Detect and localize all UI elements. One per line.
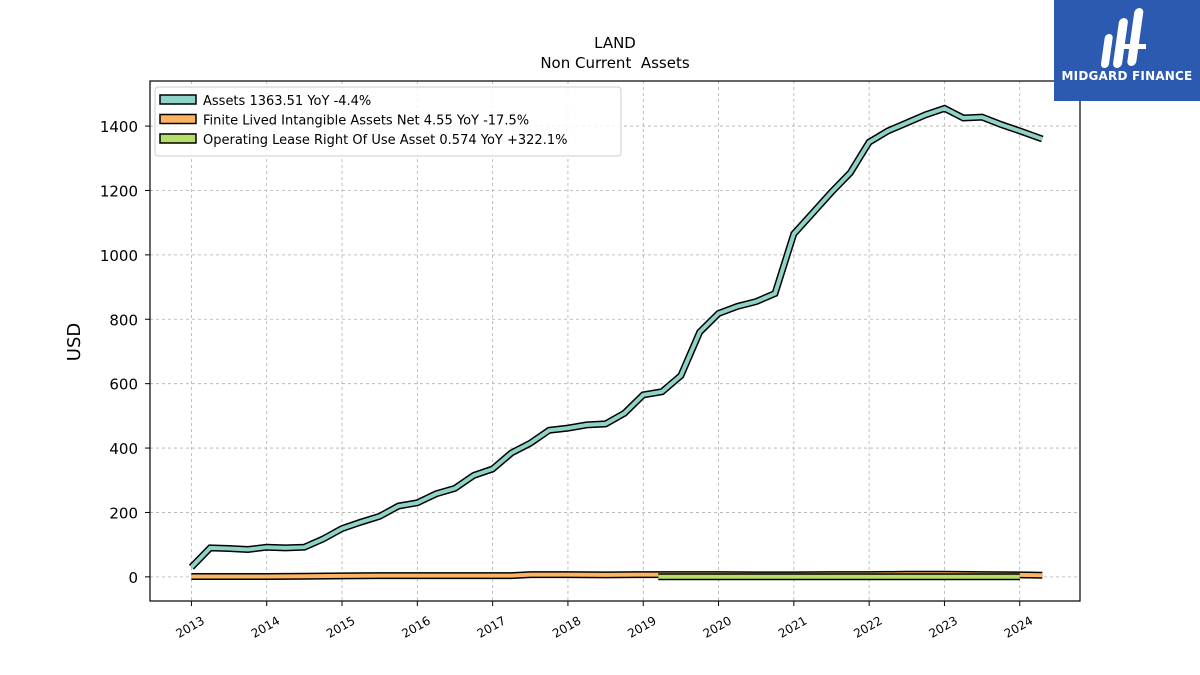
x-tick-label: 2014 xyxy=(249,613,282,640)
plot-frame xyxy=(149,80,1081,602)
midgard-logo: MIDGARD FINANCE xyxy=(1054,0,1200,101)
y-tick-label: 1200 xyxy=(100,182,138,200)
legend-swatch xyxy=(159,113,197,125)
x-tick-label: 2013 xyxy=(173,613,206,640)
x-tick-label: 2024 xyxy=(1002,613,1035,640)
legend-label: Assets 1363.51 YoY -4.4% xyxy=(203,94,371,109)
x-tick-label: 2023 xyxy=(926,613,959,640)
x-tick-label: 2020 xyxy=(701,613,734,640)
x-tick-label: 2021 xyxy=(776,613,809,640)
y-tick-label: 200 xyxy=(109,504,138,522)
x-tick-label: 2018 xyxy=(550,613,583,640)
legend-box xyxy=(154,86,622,157)
y-tick-label: 400 xyxy=(109,440,138,458)
series-outline-0 xyxy=(188,104,1044,570)
x-tick-label: 2015 xyxy=(324,613,357,640)
legend-label: Operating Lease Right Of Use Asset 0.574… xyxy=(203,133,567,148)
legend-swatch xyxy=(159,94,197,105)
x-tick-label: 2022 xyxy=(851,613,884,640)
y-axis-label: USD xyxy=(64,323,85,361)
x-tick-label: 2016 xyxy=(399,613,432,640)
x-tick-label: 2017 xyxy=(475,613,508,640)
y-tick-label: 600 xyxy=(109,376,138,394)
legend-swatch xyxy=(159,133,197,144)
grid xyxy=(150,81,1080,601)
legend-label: Finite Lived Intangible Assets Net 4.55 … xyxy=(203,114,529,129)
logo-text: MIDGARD FINANCE xyxy=(1061,69,1193,83)
x-axis: 2013 2014 2015 2016 2017 2018 2019 2020 2021 2022… xyxy=(173,601,1035,641)
midgard-logo-icon xyxy=(1100,8,1146,68)
y-axis: 0 200 400 600 800 1000 1200 1400 xyxy=(100,118,150,587)
y-tick-label: 0 xyxy=(128,569,138,587)
legend: Assets 1363.51 YoY -4.4% Finite Lived Int… xyxy=(154,86,622,157)
y-tick-label: 1400 xyxy=(100,118,138,136)
x-tick-label: 2019 xyxy=(625,613,658,640)
chart-subtitle: Non Current Assets xyxy=(540,54,690,72)
y-tick-label: 800 xyxy=(109,311,138,329)
y-tick-label: 1000 xyxy=(100,247,138,265)
series-line-0 xyxy=(189,106,1043,569)
series-layer xyxy=(188,104,1044,581)
chart-title: LAND xyxy=(594,34,636,52)
